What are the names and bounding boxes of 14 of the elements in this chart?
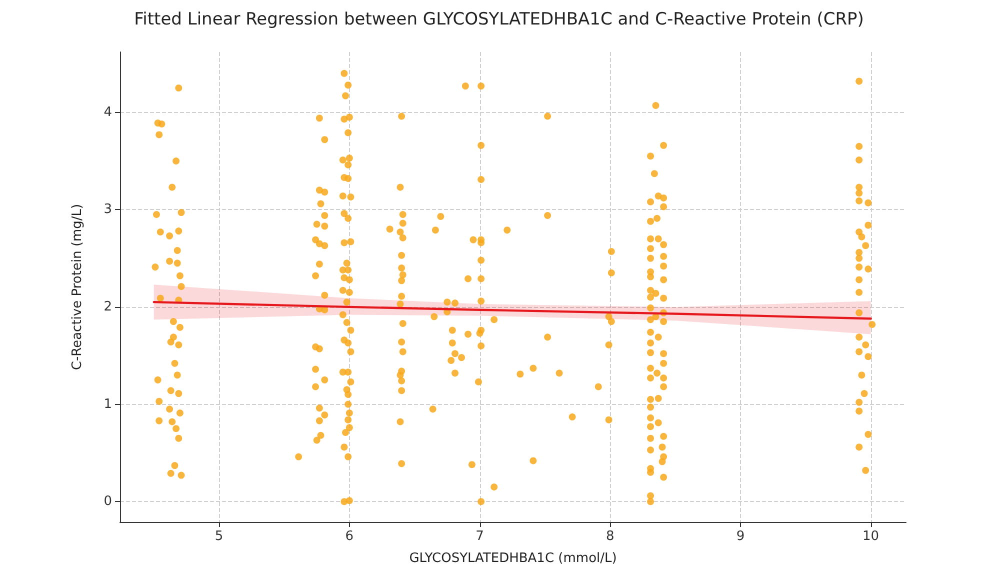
x-tick-label: 5 [214, 529, 224, 544]
y-tick-label: 0 [104, 494, 112, 510]
x-axis-title: GLYCOSYLATEDHBA1C (mmol/L) [409, 551, 617, 566]
y-tick-label: 4 [104, 104, 112, 120]
x-tick-label: 6 [345, 529, 354, 544]
x-tick-label: 9 [736, 529, 745, 544]
x-tick-label: 8 [606, 529, 614, 544]
y-tick-label: 1 [104, 396, 112, 412]
chart-title: Fitted Linear Regression between GLYCOSYLATEDHBA1C and C-Reactive Protein (CRP) [134, 10, 864, 30]
y-axis-title: C-Reactive Protein (mg/L) [70, 204, 85, 370]
x-tick-label: 10 [862, 529, 880, 544]
x-tick-label: 7 [476, 529, 484, 544]
y-tick-label: 3 [104, 202, 112, 218]
y-tick-label: 2 [104, 299, 112, 314]
